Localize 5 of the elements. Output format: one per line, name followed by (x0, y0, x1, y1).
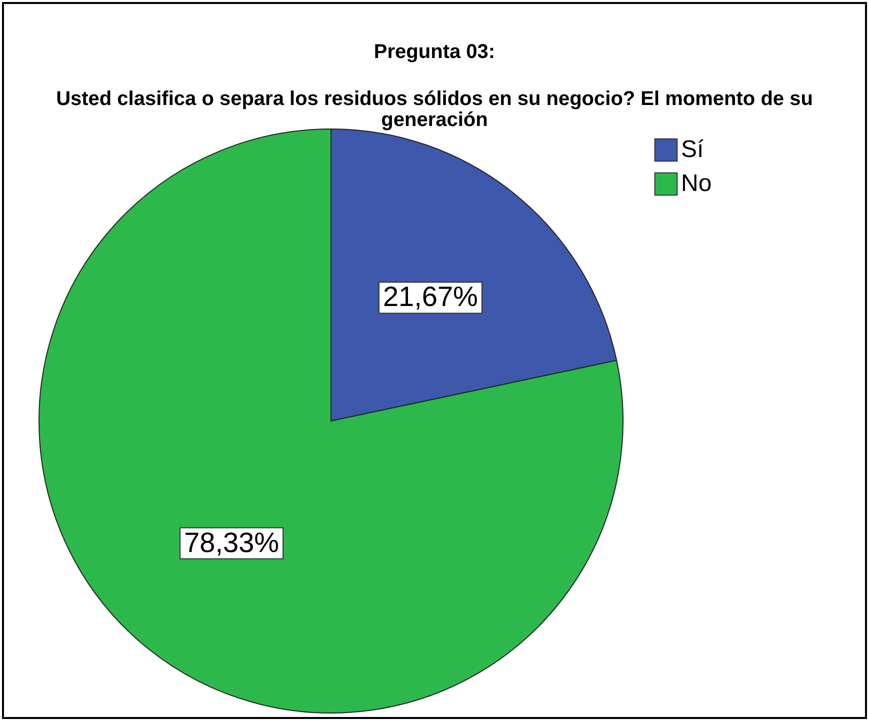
legend-label: No (681, 170, 712, 197)
chart-title: Pregunta 03: (374, 41, 496, 63)
chart-subtitle: Usted clasifica o separa los residuos sólidos en su negocio? El momento de su generación (56, 88, 813, 131)
pie-slice (38, 128, 624, 714)
legend-label: Sí (681, 136, 704, 163)
